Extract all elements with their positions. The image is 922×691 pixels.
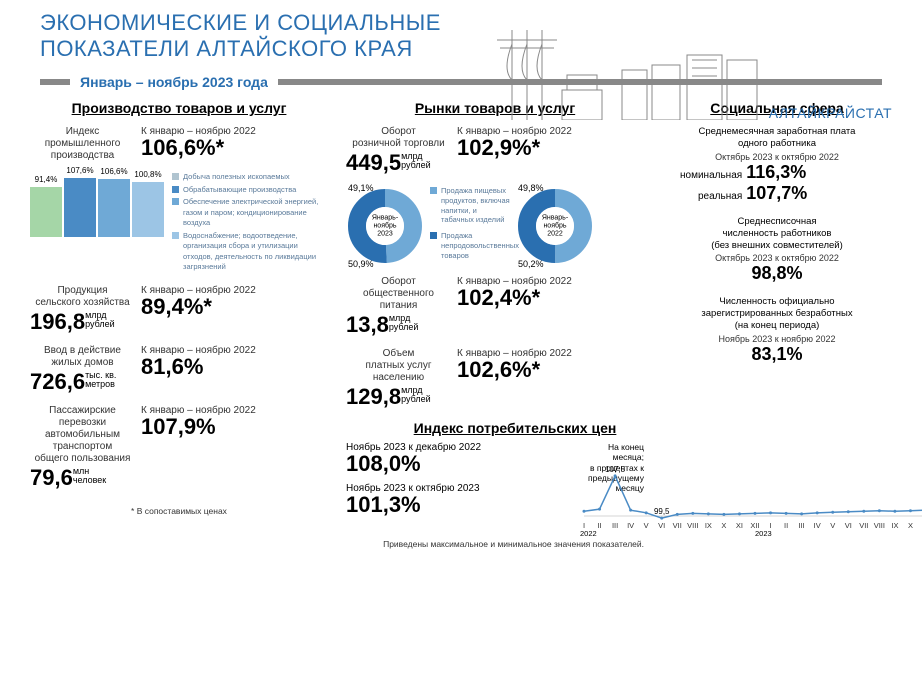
services-unit: млрд рублей [401, 386, 431, 404]
col-markets: Рынки товаров и услуг Оборот розничной т… [346, 100, 644, 552]
legend-item: Обеспечение электрической энергией, газо… [172, 197, 328, 229]
catering-label: Оборот общественного питания [346, 276, 451, 312]
headcount-desc: Среднесписочная численность работников (… [662, 216, 892, 252]
catering-value: 13,8 [346, 312, 389, 337]
bar: 100,8% [132, 182, 164, 237]
cpi-chart: На конец месяца; в процентах к предыдуще… [580, 442, 644, 532]
retail-pct: 102,9%* [457, 135, 644, 161]
svg-text:107,5: 107,5 [605, 465, 626, 474]
unemployed-desc: Численность официально зарегистрированны… [662, 296, 892, 332]
wage-desc: Среднемесячная заработная плата одного р… [662, 126, 892, 150]
svg-text:III: III [799, 521, 805, 530]
donut-left: Январь- ноябрь 2023 49,1% 50,9% [346, 187, 424, 265]
wage-nominal-label: номинальная [680, 170, 742, 181]
unemployed-ref: Ноябрь 2023 к ноябрю 2022 [662, 334, 892, 344]
svg-text:II: II [597, 521, 601, 530]
wage-nominal: 116,3% [746, 162, 806, 183]
svg-text:VII: VII [859, 521, 868, 530]
svg-text:99,5: 99,5 [654, 507, 670, 516]
wage-real-label: реальная [698, 191, 742, 202]
transport-label: Пассажирские перевозки автомобильным тра… [30, 405, 135, 465]
col1-title: Производство товаров и услуг [30, 100, 328, 116]
services-value: 129,8 [346, 384, 401, 409]
unemployed-val: 83,1% [662, 344, 892, 365]
housing-label: Ввод в действие жилых домов [30, 345, 135, 369]
retail-unit: млрд рублей [401, 152, 431, 170]
housing-unit: тыс. кв. метров [85, 371, 116, 389]
svg-text:V: V [644, 521, 649, 530]
cpi-title: Индекс потребительских цен [386, 420, 644, 436]
legend-item: Добыча полезных ископаемых [172, 172, 328, 183]
bar: 107,6% [64, 178, 96, 237]
agri-label: Продукция сельского хозяйства [30, 285, 135, 309]
retail-label: Оборот розничной торговли [346, 126, 451, 150]
svg-text:IV: IV [814, 521, 821, 530]
svg-text:X: X [721, 521, 726, 530]
services-pct: 102,6%* [457, 357, 644, 383]
bar: 106,6% [98, 179, 130, 237]
wage-real: 107,7% [746, 183, 807, 204]
agri-value: 196,8 [30, 309, 85, 334]
transport-unit: млн человек [73, 467, 106, 485]
transport-value: 79,6 [30, 465, 73, 490]
skyline-icon [492, 30, 792, 120]
legend-item: Продажа пищевых продуктов, включая напит… [430, 186, 510, 225]
services-label: Объем платных услуг населению [346, 348, 451, 384]
svg-text:IV: IV [627, 521, 634, 530]
subtitle: Январь – ноябрь 2023 года [80, 74, 268, 90]
cpi-m1-val: 108,0% [346, 451, 566, 477]
col1-footnote: * В сопоставимых ценах [131, 506, 227, 516]
bar: 91,4% [30, 187, 62, 237]
svg-text:VI: VI [845, 521, 852, 530]
agri-pct: 89,4%* [141, 294, 328, 320]
headcount-val: 98,8% [662, 263, 892, 284]
industrial-pct: 106,6%* [141, 135, 328, 161]
cpi-footnote: Приведены максимальное и минимальное зна… [383, 539, 644, 549]
catering-pct: 102,4%* [457, 285, 644, 311]
donut-center: Январь- ноябрь 2023 [365, 215, 405, 238]
bars-chart: 91,4%107,6%106,6%100,8% Добыча полезных … [30, 172, 328, 275]
svg-text:IX: IX [891, 521, 898, 530]
svg-text:II: II [784, 521, 788, 530]
svg-text:VIII: VIII [874, 521, 885, 530]
svg-text:III: III [612, 521, 618, 530]
svg-text:XI: XI [736, 521, 743, 530]
svg-text:IX: IX [705, 521, 712, 530]
svg-text:VIII: VIII [687, 521, 698, 530]
transport-pct: 107,9% [141, 414, 328, 440]
cpi-section: Индекс потребительских цен Ноябрь 2023 к… [346, 420, 644, 552]
svg-text:VII: VII [673, 521, 682, 530]
legend-item: Водоснабжение; водоотведение, организаци… [172, 231, 328, 273]
legend-item: Продажа непродовольственных товаров [430, 231, 510, 260]
catering-unit: млрд рублей [389, 314, 419, 332]
wage-ref: Октябрь 2023 к октябрю 2022 [662, 152, 892, 162]
svg-text:V: V [830, 521, 835, 530]
cpi-m2-val: 101,3% [346, 492, 566, 518]
retail-value: 449,5 [346, 150, 401, 175]
col-production: Производство товаров и услуг Индекс пром… [30, 100, 328, 552]
agri-unit: млрд рублей [85, 311, 115, 329]
housing-value: 726,6 [30, 369, 85, 394]
housing-pct: 81,6% [141, 354, 328, 380]
donut-right: Январь- ноябрь 2022 49,8% 50,2% [516, 187, 594, 265]
donuts: Январь- ноябрь 2023 49,1% 50,9% Продажа … [346, 186, 644, 266]
industrial-label: Индекс промышленного производства [30, 126, 135, 162]
legend-item: Обрабатывающие производства [172, 185, 328, 196]
donut-center: Январь- ноябрь 2022 [535, 215, 575, 238]
svg-text:X: X [908, 521, 913, 530]
svg-text:VI: VI [658, 521, 665, 530]
headcount-ref: Октябрь 2023 к октябрю 2022 [662, 253, 892, 263]
